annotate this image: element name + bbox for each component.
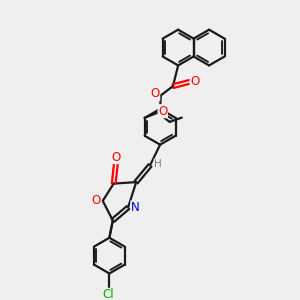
Text: O: O: [151, 87, 160, 101]
Text: O: O: [111, 151, 121, 164]
Text: N: N: [131, 201, 140, 214]
Text: Cl: Cl: [102, 288, 114, 300]
Text: O: O: [190, 75, 200, 88]
Text: O: O: [92, 194, 101, 207]
Text: O: O: [158, 105, 167, 118]
Text: H: H: [154, 159, 162, 169]
